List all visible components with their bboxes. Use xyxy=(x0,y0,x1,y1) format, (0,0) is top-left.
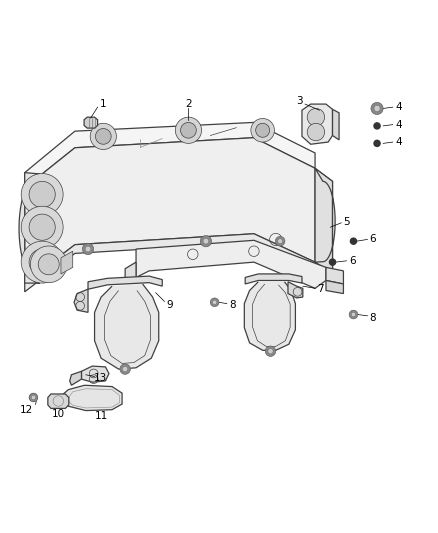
Circle shape xyxy=(38,254,59,275)
Text: 10: 10 xyxy=(52,409,65,419)
Circle shape xyxy=(265,346,276,357)
Circle shape xyxy=(351,312,356,317)
Circle shape xyxy=(256,123,270,138)
Text: 5: 5 xyxy=(343,217,350,227)
Polygon shape xyxy=(95,284,159,369)
Circle shape xyxy=(29,393,38,402)
Polygon shape xyxy=(70,372,81,385)
Circle shape xyxy=(203,238,209,244)
Circle shape xyxy=(95,128,111,144)
Polygon shape xyxy=(88,276,162,289)
Circle shape xyxy=(82,244,94,255)
Text: 11: 11 xyxy=(95,411,108,421)
Text: 7: 7 xyxy=(318,284,324,294)
Polygon shape xyxy=(61,251,73,274)
Circle shape xyxy=(374,123,380,129)
Text: 12: 12 xyxy=(20,405,34,415)
Text: 8: 8 xyxy=(229,300,235,310)
Polygon shape xyxy=(332,109,339,140)
Circle shape xyxy=(349,310,358,319)
Circle shape xyxy=(276,236,285,246)
Polygon shape xyxy=(25,234,315,292)
Circle shape xyxy=(268,349,273,354)
Text: 4: 4 xyxy=(396,119,402,130)
Circle shape xyxy=(374,140,380,147)
Circle shape xyxy=(200,236,212,247)
Circle shape xyxy=(251,118,275,142)
Circle shape xyxy=(329,259,336,265)
Polygon shape xyxy=(25,138,315,283)
Circle shape xyxy=(21,241,63,283)
Circle shape xyxy=(371,102,383,115)
Text: 1: 1 xyxy=(100,99,106,109)
Polygon shape xyxy=(81,366,109,382)
Polygon shape xyxy=(84,117,98,128)
Circle shape xyxy=(123,367,128,372)
Circle shape xyxy=(278,239,283,244)
Polygon shape xyxy=(326,268,343,284)
Polygon shape xyxy=(125,262,136,280)
Text: 4: 4 xyxy=(396,137,402,147)
Text: 4: 4 xyxy=(396,102,402,112)
Text: 3: 3 xyxy=(297,96,303,107)
Circle shape xyxy=(374,106,380,111)
Text: 8: 8 xyxy=(369,312,376,322)
Circle shape xyxy=(29,181,55,207)
Text: 9: 9 xyxy=(167,300,173,310)
Polygon shape xyxy=(19,173,40,283)
Circle shape xyxy=(120,364,131,374)
Text: 6: 6 xyxy=(369,235,376,245)
Circle shape xyxy=(29,214,55,240)
Circle shape xyxy=(85,246,91,252)
Polygon shape xyxy=(62,385,122,410)
Circle shape xyxy=(210,298,219,306)
Text: 6: 6 xyxy=(349,256,356,266)
Polygon shape xyxy=(136,240,326,288)
Circle shape xyxy=(180,123,196,138)
Circle shape xyxy=(30,246,67,282)
Circle shape xyxy=(307,123,325,141)
Circle shape xyxy=(21,206,63,248)
Circle shape xyxy=(21,174,63,215)
Circle shape xyxy=(175,117,201,143)
Circle shape xyxy=(29,249,55,275)
Polygon shape xyxy=(245,274,302,284)
Polygon shape xyxy=(315,168,332,273)
Circle shape xyxy=(350,238,357,244)
Text: 13: 13 xyxy=(94,373,107,383)
Polygon shape xyxy=(315,168,335,273)
Circle shape xyxy=(31,395,35,400)
Circle shape xyxy=(90,123,117,149)
Circle shape xyxy=(30,394,37,401)
Polygon shape xyxy=(302,104,332,144)
Polygon shape xyxy=(74,289,88,312)
Circle shape xyxy=(307,108,325,126)
Polygon shape xyxy=(48,394,69,408)
Polygon shape xyxy=(326,280,343,294)
Text: 2: 2 xyxy=(185,99,192,109)
Polygon shape xyxy=(25,123,315,188)
Polygon shape xyxy=(244,282,295,350)
Polygon shape xyxy=(288,282,303,298)
Circle shape xyxy=(212,300,217,304)
